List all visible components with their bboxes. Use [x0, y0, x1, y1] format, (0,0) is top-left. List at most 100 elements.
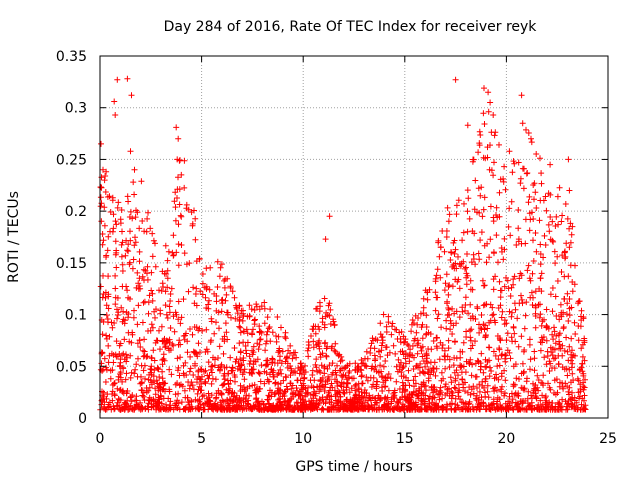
data-point [174, 397, 181, 404]
data-point [307, 406, 314, 413]
data-point [489, 304, 496, 311]
data-point [457, 263, 464, 270]
data-point [397, 339, 404, 346]
data-point [549, 308, 556, 315]
data-point [490, 249, 497, 256]
data-point [487, 236, 494, 243]
data-point [163, 271, 170, 277]
data-point [568, 364, 575, 371]
data-point [172, 309, 179, 316]
data-point [466, 215, 473, 222]
data-point [164, 267, 171, 274]
data-point [477, 237, 484, 244]
data-point [465, 310, 472, 317]
data-point [299, 402, 306, 409]
data-point [356, 392, 363, 399]
data-point [203, 285, 210, 292]
data-point [432, 289, 439, 296]
data-point [132, 234, 138, 241]
data-point [265, 325, 272, 332]
data-point [445, 337, 452, 344]
data-point [413, 362, 420, 369]
data-point [555, 352, 562, 359]
data-point [470, 251, 477, 258]
data-point [481, 194, 488, 201]
data-point [393, 363, 400, 370]
data-point [212, 356, 218, 363]
data-point [497, 386, 504, 393]
data-point [511, 160, 518, 167]
data-point [156, 374, 163, 380]
data-point [137, 399, 144, 406]
data-point [511, 330, 518, 337]
data-point [520, 185, 527, 192]
data-point [467, 277, 474, 284]
data-point [175, 135, 182, 142]
data-point [377, 320, 384, 327]
x-tick-label: 15 [396, 431, 414, 447]
x-tick-labels: 0 5 10 15 20 25 [96, 431, 617, 447]
data-point [420, 310, 427, 317]
data-point [433, 406, 440, 413]
data-point [419, 335, 426, 342]
data-point [236, 302, 243, 309]
data-point [443, 234, 450, 240]
data-point [562, 201, 569, 207]
data-point [519, 360, 526, 367]
data-point [215, 387, 222, 394]
data-point [393, 378, 400, 385]
data-point [143, 353, 150, 360]
data-point [314, 384, 321, 391]
data-point [553, 332, 560, 339]
data-point [157, 346, 163, 353]
data-point [468, 372, 475, 379]
data-point [273, 333, 279, 339]
data-point [100, 237, 107, 244]
data-point [549, 365, 555, 371]
data-point [383, 323, 390, 330]
data-point [439, 345, 446, 352]
data-point [101, 405, 108, 412]
data-point [104, 247, 111, 254]
data-point [460, 406, 466, 413]
data-point [99, 231, 106, 237]
data-point [569, 279, 576, 285]
data-point [373, 381, 380, 388]
data-point [568, 231, 575, 238]
data-point [539, 392, 546, 399]
data-point [270, 373, 277, 380]
data-point [157, 388, 164, 394]
data-point [131, 191, 138, 198]
data-point [205, 359, 212, 366]
data-point [104, 391, 111, 398]
data-point [442, 383, 449, 390]
data-point [493, 374, 500, 381]
data-point [218, 261, 225, 268]
data-point [112, 285, 119, 292]
data-point [564, 383, 571, 390]
data-point [405, 377, 412, 384]
data-point [192, 236, 199, 243]
data-point [484, 325, 491, 332]
data-point [486, 373, 493, 380]
data-point [389, 320, 396, 327]
data-point [330, 406, 337, 413]
data-point [130, 256, 137, 263]
data-point [518, 296, 525, 303]
data-point [129, 331, 136, 338]
data-point [99, 331, 106, 338]
data-point [526, 193, 533, 200]
data-point [405, 367, 412, 374]
data-point [545, 380, 551, 387]
data-point [125, 314, 132, 321]
data-point [164, 275, 171, 282]
data-point [411, 403, 418, 410]
data-point [220, 372, 227, 379]
data-point [569, 389, 575, 396]
data-point [175, 298, 182, 305]
data-point [524, 267, 531, 274]
data-point [377, 362, 384, 369]
data-point [496, 189, 503, 196]
data-point [528, 139, 535, 146]
data-point [123, 309, 130, 316]
